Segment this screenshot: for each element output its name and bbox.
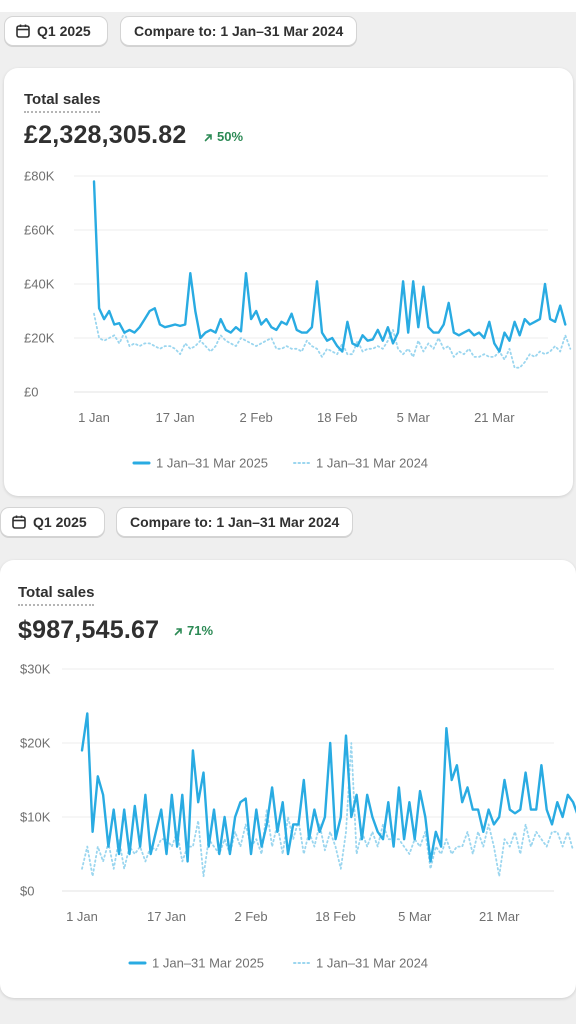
y-tick-label: $20K bbox=[20, 736, 51, 751]
compare-label: Compare to: 1 Jan–31 Mar 2024 bbox=[134, 23, 344, 39]
sales-line-chart: £0 £20K £40K £60K £80K 1 Jan 17 Jan 2 Feb 18 Feb… bbox=[24, 169, 572, 471]
change-percent: 50% bbox=[217, 129, 244, 144]
date-range-label: Q1 2025 bbox=[37, 23, 91, 39]
series-line-previous bbox=[93, 312, 572, 369]
y-tick-label: £20K bbox=[24, 331, 55, 346]
y-tick-label: £80K bbox=[24, 169, 55, 184]
change-percent: 71% bbox=[187, 623, 214, 638]
total-sales-card: Total sales £2,328,305.82 50% £0 £20K £40K… bbox=[4, 68, 573, 496]
date-range-button[interactable]: Q1 2025 bbox=[0, 507, 105, 537]
x-tick-label: 2 Feb bbox=[234, 909, 267, 924]
x-tick-label: 18 Feb bbox=[315, 909, 355, 924]
x-tick-label: 5 Mar bbox=[397, 410, 431, 425]
date-range-label: Q1 2025 bbox=[33, 514, 87, 530]
x-tick-label: 1 Jan bbox=[66, 909, 98, 924]
change-badge: 71% bbox=[174, 623, 213, 639]
x-tick-label: 17 Jan bbox=[147, 909, 186, 924]
legend-label-previous: 1 Jan–31 Mar 2024 bbox=[316, 456, 428, 471]
card-title[interactable]: Total sales bbox=[18, 584, 95, 606]
x-tick-label: 17 Jan bbox=[156, 410, 195, 425]
series-line-current bbox=[80, 712, 576, 863]
total-value: £2,328,305.82 bbox=[24, 121, 187, 149]
compare-label: Compare to: 1 Jan–31 Mar 2024 bbox=[130, 514, 340, 530]
y-tick-label: £60K bbox=[24, 223, 55, 238]
y-tick-label: £0 bbox=[24, 385, 38, 400]
arrow-up-right-icon bbox=[204, 133, 212, 141]
calendar-icon bbox=[15, 23, 31, 39]
y-tick-label: $0 bbox=[20, 884, 34, 899]
series-line-current bbox=[92, 180, 567, 353]
y-tick-label: $30K bbox=[20, 662, 51, 677]
arrow-up-right-icon bbox=[174, 627, 182, 635]
total-value: $987,545.67 bbox=[18, 616, 160, 644]
x-tick-label: 5 Mar bbox=[398, 909, 432, 924]
change-badge: 50% bbox=[204, 129, 243, 145]
top-strip bbox=[0, 0, 576, 12]
date-range-button[interactable]: Q1 2025 bbox=[4, 16, 108, 46]
card-title[interactable]: Total sales bbox=[24, 91, 101, 113]
x-tick-label: 2 Feb bbox=[240, 410, 273, 425]
calendar-icon bbox=[11, 514, 27, 530]
x-tick-label: 18 Feb bbox=[317, 410, 357, 425]
y-tick-label: $10K bbox=[20, 810, 51, 825]
compare-button[interactable]: Compare to: 1 Jan–31 Mar 2024 bbox=[116, 507, 354, 537]
legend-label-current: 1 Jan–31 Mar 2025 bbox=[152, 956, 264, 971]
x-tick-label: 21 Mar bbox=[474, 410, 515, 425]
compare-button[interactable]: Compare to: 1 Jan–31 Mar 2024 bbox=[120, 16, 358, 46]
x-tick-label: 1 Jan bbox=[78, 410, 110, 425]
y-tick-label: £40K bbox=[24, 277, 55, 292]
legend-label-previous: 1 Jan–31 Mar 2024 bbox=[316, 956, 428, 971]
sales-line-chart: $0 $10K $20K $30K 1 Jan 17 Jan 2 Feb 18 Feb 5 Ma… bbox=[20, 662, 576, 971]
x-tick-label: 21 Mar bbox=[479, 909, 520, 924]
legend-label-current: 1 Jan–31 Mar 2025 bbox=[156, 456, 268, 471]
total-sales-card: Total sales $987,545.67 71% $0 $10K $20K $3… bbox=[0, 560, 576, 998]
